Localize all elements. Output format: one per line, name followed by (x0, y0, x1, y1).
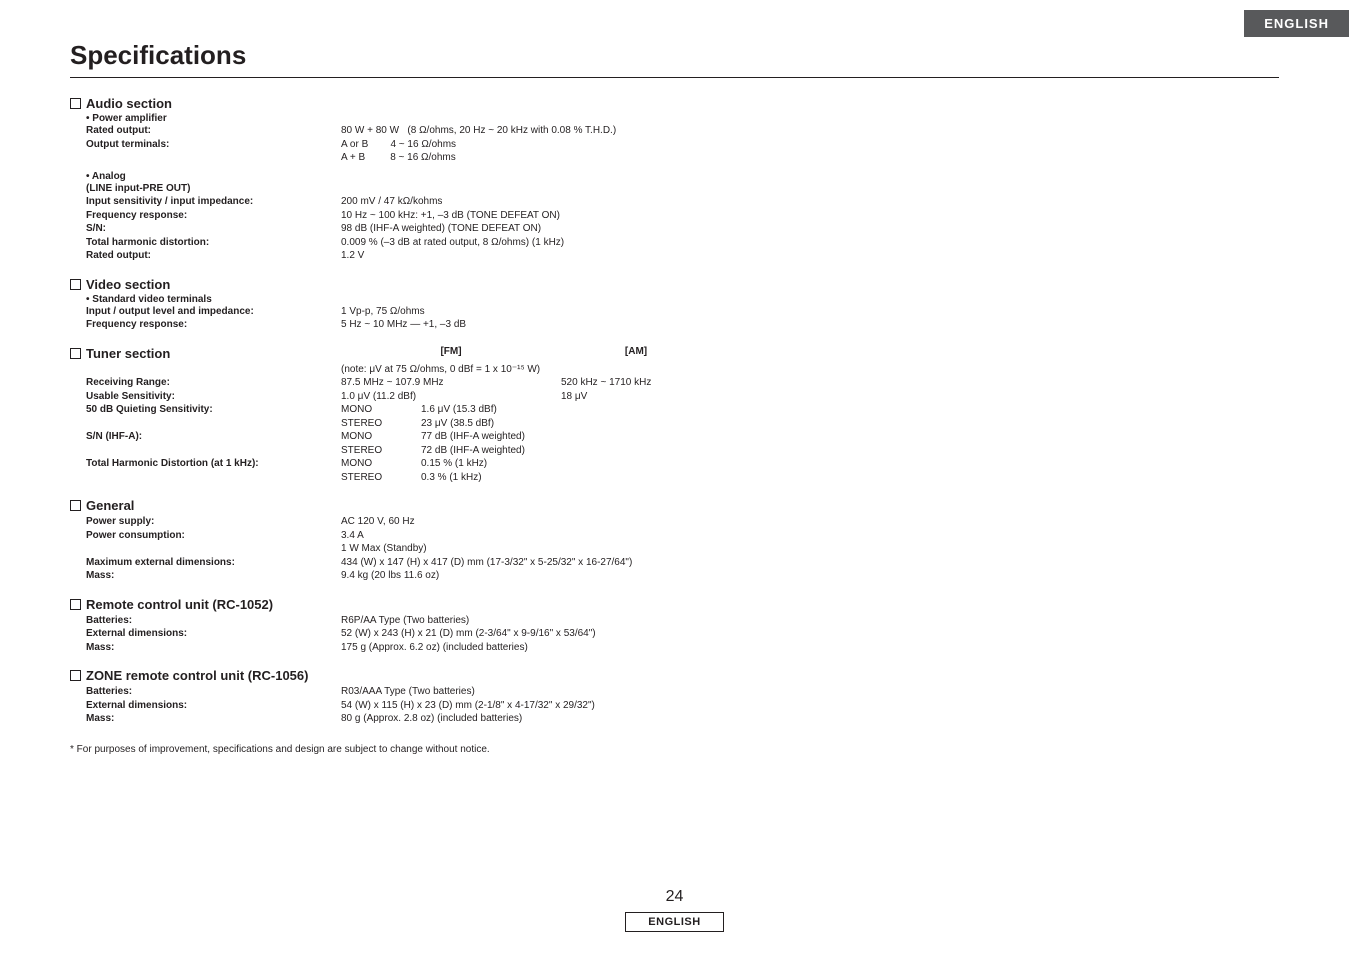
sn-label: S/N: (86, 222, 341, 236)
freq-response-label: Frequency response: (86, 209, 341, 223)
checkbox-icon (70, 98, 81, 109)
analog-label: • Analog (86, 171, 1279, 182)
rated-output-label: Rated output: (86, 124, 341, 138)
rc1056-dimensions-label: External dimensions: (86, 699, 341, 713)
rc1056-mass-label: Mass: (86, 712, 341, 726)
power-consumption-label: Power consumption: (86, 529, 341, 543)
output-terminals-label: Output terminals: (86, 138, 341, 152)
page-number: 24 (0, 888, 1349, 906)
page-content: Specifications Audio section • Power amp… (0, 0, 1349, 755)
sn-mono-value: 77 dB (IHF-A weighted) (421, 430, 561, 444)
receiving-range-label: Receiving Range: (86, 376, 341, 390)
input-sensitivity-value: 200 mV / 47 kΩ/kohms (341, 195, 442, 209)
quieting-sens-label: 50 dB Quieting Sensitivity: (86, 403, 341, 417)
tuner-head-text: Tuner section (86, 346, 170, 361)
standard-video-label: • Standard video terminals (86, 294, 1279, 305)
general-head-text: General (86, 498, 134, 513)
power-supply-value: AC 120 V, 60 Hz (341, 515, 415, 529)
rated-output-2-label: Rated output: (86, 249, 341, 263)
power-consumption-value-2: 1 W Max (Standby) (341, 542, 427, 556)
rated-output-2-value: 1.2 V (341, 249, 364, 263)
quiet-stereo-label: STEREO (341, 417, 421, 431)
rc1052-dimensions-label: External dimensions: (86, 627, 341, 641)
checkbox-icon (70, 500, 81, 511)
thd-stereo-value: 0.3 % (1 kHz) (421, 471, 561, 485)
thd-1khz-label: Total Harmonic Distortion (at 1 kHz): (86, 457, 341, 471)
rc1056-dimensions-value: 54 (W) x 115 (H) x 23 (D) mm (2-1/8" x 4… (341, 699, 595, 713)
am-header: [AM] (561, 346, 711, 357)
checkbox-icon (70, 348, 81, 359)
thd-mono-value: 0.15 % (1 kHz) (421, 457, 561, 471)
page-footer: 24 ENGLISH (0, 888, 1349, 932)
usable-sens-fm: 1.0 μV (11.2 dBf) (341, 390, 561, 404)
receiving-range-am: 520 kHz ~ 1710 kHz (561, 376, 711, 390)
page-title: Specifications (70, 40, 1279, 71)
freq-response-value: 10 Hz ~ 100 kHz: +1, –3 dB (TONE DEFEAT … (341, 209, 560, 223)
rc1052-batteries-label: Batteries: (86, 614, 341, 628)
audio-head-text: Audio section (86, 96, 172, 111)
usable-sens-am: 18 μV (561, 390, 711, 404)
rc1056-batteries-value: R03/AAA Type (Two batteries) (341, 685, 475, 699)
rc1052-batteries-value: R6P/AA Type (Two batteries) (341, 614, 469, 628)
input-sensitivity-label: Input sensitivity / input impedance: (86, 195, 341, 209)
power-supply-label: Power supply: (86, 515, 341, 529)
rc1056-section-head: ZONE remote control unit (RC-1056) (70, 668, 1279, 683)
checkbox-icon (70, 279, 81, 290)
footnote: * For purposes of improvement, specifica… (70, 744, 1279, 755)
max-dimensions-label: Maximum external dimensions: (86, 556, 341, 570)
power-consumption-value-1: 3.4 A (341, 529, 364, 543)
quiet-mono-value: 1.6 μV (15.3 dBf) (421, 403, 561, 417)
sn-ihfa-label: S/N (IHF-A): (86, 430, 341, 444)
rc1052-dimensions-value: 52 (W) x 243 (H) x 21 (D) mm (2-3/64" x … (341, 627, 596, 641)
rc1056-batteries-label: Batteries: (86, 685, 341, 699)
rc1056-mass-value: 80 g (Approx. 2.8 oz) (included batterie… (341, 712, 522, 726)
usable-sens-label: Usable Sensitivity: (86, 390, 341, 404)
thd-mono-label: MONO (341, 457, 421, 471)
io-level-value: 1 Vp-p, 75 Ω/ohms (341, 305, 425, 319)
footer-language-box: ENGLISH (625, 912, 723, 932)
rated-output-value: 80 W + 80 W (8 Ω/ohms, 20 Hz ~ 20 kHz wi… (341, 124, 616, 138)
audio-section-head: Audio section (70, 96, 1279, 111)
blank (86, 151, 341, 165)
general-section-head: General (70, 498, 1279, 513)
video-head-text: Video section (86, 277, 170, 292)
quiet-stereo-value: 23 μV (38.5 dBf) (421, 417, 561, 431)
video-freq-value: 5 Hz ~ 10 MHz — +1, –3 dB (341, 318, 466, 332)
mass-value: 9.4 kg (20 lbs 11.6 oz) (341, 569, 439, 583)
thd-label: Total harmonic distortion: (86, 236, 341, 250)
io-level-label: Input / output level and impedance: (86, 305, 341, 319)
checkbox-icon (70, 599, 81, 610)
power-amplifier-label: • Power amplifier (86, 113, 1279, 124)
quiet-mono-label: MONO (341, 403, 421, 417)
tuner-section-head: Tuner section (70, 346, 341, 361)
thd-stereo-label: STEREO (341, 471, 421, 485)
rc1052-section-head: Remote control unit (RC-1052) (70, 597, 1279, 612)
rc1052-head-text: Remote control unit (RC-1052) (86, 597, 273, 612)
rc1052-mass-label: Mass: (86, 641, 341, 655)
checkbox-icon (70, 670, 81, 681)
sn-stereo-label: STEREO (341, 444, 421, 458)
fm-header: [FM] (341, 346, 561, 357)
sn-stereo-value: 72 dB (IHF-A weighted) (421, 444, 561, 458)
line-input-label: (LINE input-PRE OUT) (86, 182, 341, 196)
video-section-head: Video section (70, 277, 1279, 292)
receiving-range-fm: 87.5 MHz ~ 107.9 MHz (341, 376, 561, 390)
rc1052-mass-value: 175 g (Approx. 6.2 oz) (included batteri… (341, 641, 528, 655)
max-dimensions-value: 434 (W) x 147 (H) x 417 (D) mm (17-3/32"… (341, 556, 632, 570)
tuner-note: (note: μV at 75 Ω/ohms, 0 dBf = 1 x 10⁻¹… (341, 363, 561, 377)
output-terminals-value-1: A or B 4 ~ 16 Ω/ohms (341, 138, 456, 152)
sn-value: 98 dB (IHF-A weighted) (TONE DEFEAT ON) (341, 222, 541, 236)
title-rule (70, 77, 1279, 78)
sn-mono-label: MONO (341, 430, 421, 444)
language-tab: ENGLISH (1244, 10, 1349, 37)
output-terminals-value-2: A + B 8 ~ 16 Ω/ohms (341, 151, 456, 165)
video-freq-label: Frequency response: (86, 318, 341, 332)
mass-label: Mass: (86, 569, 341, 583)
rc1056-head-text: ZONE remote control unit (RC-1056) (86, 668, 308, 683)
thd-value: 0.009 % (–3 dB at rated output, 8 Ω/ohms… (341, 236, 564, 250)
